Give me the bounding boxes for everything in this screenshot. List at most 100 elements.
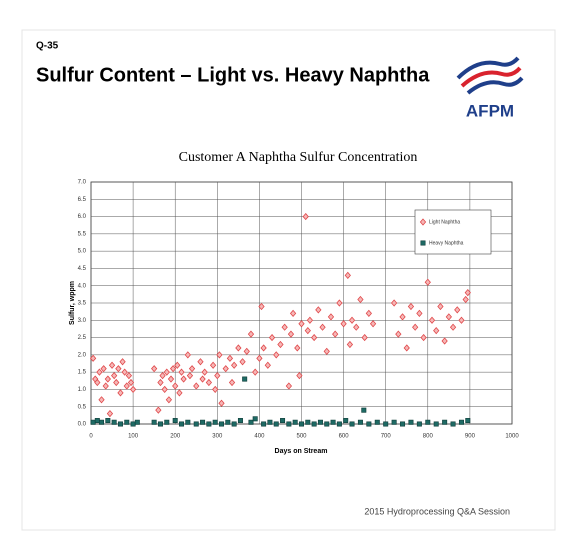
point [242,376,248,382]
point [102,382,109,390]
point [172,418,178,424]
x-tick-label: 100 [128,434,139,440]
point [200,419,206,425]
point [437,302,444,311]
point [465,418,471,424]
point [105,418,111,424]
x-tick-label: 400 [254,434,265,440]
point [111,371,118,380]
point [89,354,97,362]
point [98,396,105,404]
point [239,358,246,366]
point [197,358,204,366]
y-tick-label: 6.5 [78,197,87,203]
point [416,309,423,317]
point [311,333,318,342]
point [428,316,436,324]
y-tick-label: 0.0 [78,422,87,428]
point [225,419,231,425]
point [248,419,254,425]
point [252,416,258,422]
legend-marker [419,218,427,226]
point [323,347,330,356]
point [231,421,237,427]
y-tick-label: 1.5 [78,370,87,376]
point [226,354,234,362]
footer: 2015 Hydroprocessing Q&A Session [364,506,510,516]
y-tick-label: 5.5 [78,231,87,237]
slide-title: Sulfur Content – Light vs. Heavy Naphtha [36,64,430,86]
point [127,378,135,387]
point [163,368,170,376]
point [117,389,124,397]
point [108,361,116,369]
chart-title: Customer A Naphtha Sulfur Concentration [179,150,418,165]
point [365,309,372,317]
point [280,418,286,424]
point [94,418,100,424]
point [340,320,347,328]
point [361,407,367,413]
point [218,399,225,407]
point [104,375,111,383]
point [464,289,471,297]
point [267,419,273,425]
point [317,419,323,425]
point [324,421,330,427]
point [458,419,464,425]
logo-text: AFPM [466,101,514,120]
point [214,371,221,380]
point [100,365,107,373]
y-tick-label: 3.0 [78,318,87,324]
point [289,309,297,317]
point [403,344,410,352]
point [94,378,101,387]
point [235,344,242,352]
point [99,419,105,425]
y-axis-label: Sulfur, wppm [69,281,76,325]
y-tick-label: 4.0 [78,283,87,289]
point [416,421,422,427]
point [125,371,133,380]
point [151,365,158,373]
point [273,351,280,359]
point [222,365,229,373]
point [164,419,170,425]
point [315,306,322,314]
point [193,382,200,390]
point [366,421,372,427]
point [188,365,196,373]
y-tick-label: 7.0 [78,180,87,186]
point [343,418,349,424]
point [219,421,225,427]
point [330,419,336,425]
point [161,385,168,394]
point [332,330,339,338]
point [199,375,206,383]
point [169,365,177,373]
point [348,316,356,324]
point [296,371,303,380]
point [424,278,431,286]
point [353,323,360,331]
y-tick-label: 5.0 [78,249,87,255]
point [433,327,440,335]
point [287,330,295,338]
point [179,421,185,427]
point [134,419,140,425]
y-tick-label: 6.0 [78,214,87,220]
point [273,421,279,427]
y-tick-label: 1.0 [78,387,87,393]
point [172,382,179,390]
point [327,313,335,321]
point [395,330,402,338]
point [165,396,173,404]
point [390,299,398,307]
point [292,419,298,425]
point [281,323,288,331]
point [298,320,305,328]
point [346,340,354,349]
legend-label: Heavy Naphtha [429,240,464,246]
